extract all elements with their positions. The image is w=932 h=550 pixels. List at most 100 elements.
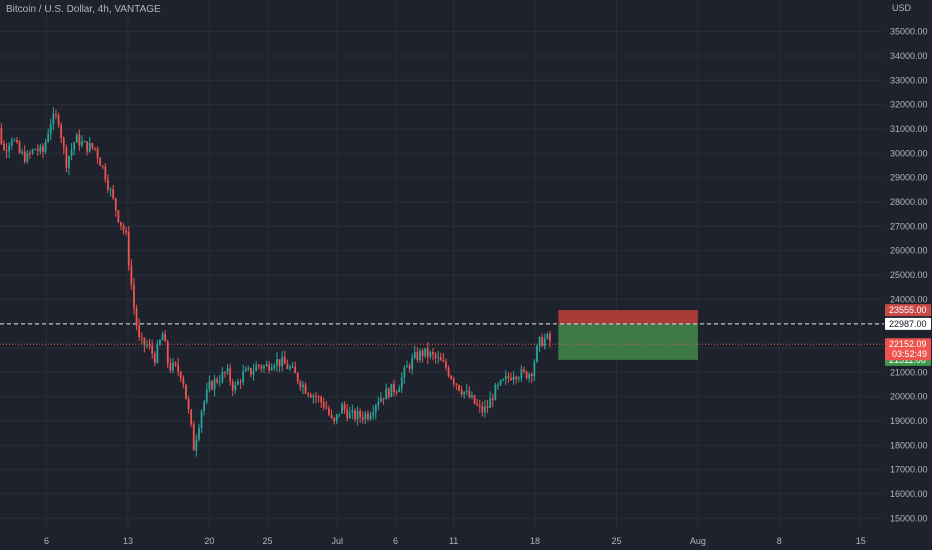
candle-body-down — [3, 143, 5, 150]
candle-body-down — [57, 115, 60, 126]
candle-body-down — [96, 148, 99, 159]
candle-body-down — [439, 357, 442, 361]
candle-body-down — [294, 366, 297, 374]
candle-body-down — [190, 409, 193, 425]
x-tick-label: 11 — [449, 536, 458, 546]
candle-body-down — [224, 372, 226, 374]
candle-body-down — [549, 333, 551, 342]
candle-body-down — [104, 166, 107, 180]
candle-body-down — [122, 225, 125, 231]
y-tick-label: 25000.00 — [890, 270, 928, 280]
candle-body-up — [372, 412, 375, 416]
candle-body-up — [465, 390, 468, 392]
candle-body-down — [434, 354, 437, 358]
candle-body-up — [159, 340, 161, 345]
current-price-label: 22152.09 — [889, 339, 927, 349]
x-tick-label: 18 — [530, 536, 540, 546]
candle-body-down — [107, 179, 109, 190]
candle-body-down — [481, 406, 484, 413]
candle-body-up — [520, 369, 523, 379]
candle-body-up — [356, 411, 359, 420]
candle-body-up — [494, 384, 497, 401]
candle-body-down — [278, 359, 281, 367]
candle-body-up — [385, 388, 388, 400]
candle-body-up — [237, 381, 239, 385]
candle-body-up — [536, 345, 538, 362]
candle-body-up — [270, 367, 273, 371]
candle-body-down — [426, 348, 429, 357]
candle-body-down — [328, 408, 330, 415]
candle-body-down — [125, 230, 128, 233]
y-tick-label: 33000.00 — [890, 75, 928, 85]
candle-body-down — [283, 357, 286, 364]
candle-body-up — [13, 140, 16, 142]
candle-body-up — [429, 352, 432, 357]
candle-body-up — [338, 413, 341, 415]
candle-body-down — [455, 383, 458, 385]
candle-body-down — [239, 381, 242, 383]
candle-body-down — [114, 197, 117, 211]
candle-body-down — [18, 142, 21, 153]
candle-body-up — [195, 439, 198, 451]
candle-body-up — [546, 333, 549, 339]
candle-body-up — [517, 378, 520, 380]
candle-body-down — [343, 404, 346, 410]
candle-body-down — [320, 397, 323, 403]
entry-label: 22987.00 — [889, 319, 927, 329]
candle-body-down — [315, 395, 317, 398]
candle-body-down — [127, 232, 130, 266]
candle-body-down — [416, 352, 419, 361]
candle-body-down — [148, 344, 151, 346]
candle-body-down — [99, 158, 102, 166]
entry-tag — [885, 317, 931, 330]
candle-body-down — [257, 365, 260, 367]
candle-body-down — [268, 364, 271, 371]
candle-body-down — [166, 341, 169, 364]
candle-body-down — [473, 395, 476, 404]
candle-body-up — [205, 389, 208, 402]
candle-body-down — [260, 365, 263, 369]
current-price-tag — [885, 338, 931, 361]
candle-body-down — [135, 308, 138, 326]
stop-loss-label: 23555.00 — [889, 305, 927, 315]
candle-body-down — [36, 149, 39, 152]
y-tick-label: 26000.00 — [890, 246, 928, 256]
candle-body-down — [541, 336, 544, 347]
candle-body-up — [75, 134, 78, 143]
candle-body-down — [286, 363, 289, 369]
candle-body-up — [463, 391, 466, 395]
candle-body-up — [203, 401, 206, 411]
y-tick-label: 15000.00 — [890, 513, 928, 523]
candle-body-down — [179, 371, 182, 379]
take-profit-zone — [558, 323, 698, 360]
candle-body-down — [187, 399, 190, 410]
candle-body-up — [39, 146, 42, 152]
candle-body-down — [510, 378, 512, 380]
candle-body-up — [291, 366, 294, 368]
candle-body-up — [244, 369, 247, 372]
candle-body-down — [164, 333, 167, 342]
x-tick-label: 8 — [777, 536, 782, 546]
x-tick-label: 13 — [123, 536, 133, 546]
candle-body-up — [424, 348, 427, 356]
y-tick-label: 31000.00 — [890, 124, 928, 134]
candle-body-up — [81, 141, 83, 146]
candle-body-down — [5, 149, 8, 152]
candle-body-up — [533, 361, 536, 377]
candle-body-up — [528, 374, 531, 379]
candle-body-up — [484, 406, 486, 413]
candle-body-down — [395, 391, 398, 393]
candle-body-down — [515, 376, 518, 379]
stop-loss-zone — [558, 310, 698, 324]
x-tick-label: 25 — [611, 536, 621, 546]
candle-body-down — [169, 363, 172, 371]
countdown-label: 03:52:49 — [892, 349, 927, 359]
candle-body-up — [265, 364, 268, 367]
candle-body-up — [213, 379, 216, 390]
candle-body-up — [218, 381, 221, 383]
candle-body-down — [55, 114, 57, 116]
candle-body-up — [68, 156, 70, 168]
x-tick-label: 20 — [204, 536, 214, 546]
candle-body-down — [229, 368, 232, 382]
